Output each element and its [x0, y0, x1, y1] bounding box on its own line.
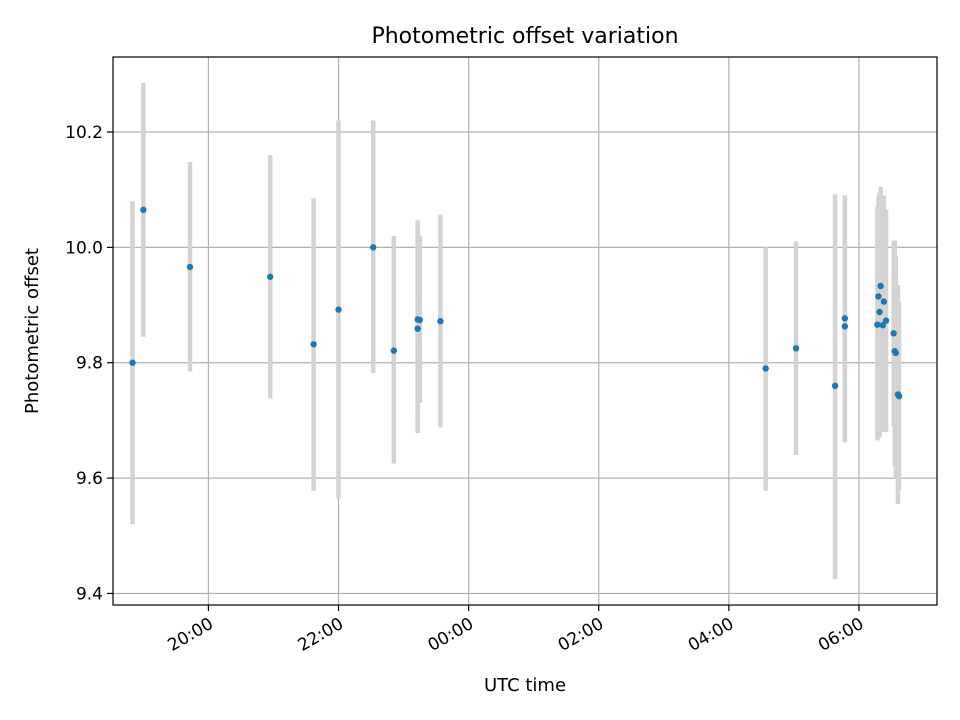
- data-point: [390, 347, 398, 354]
- data-point: [890, 330, 897, 337]
- data-point: [762, 365, 769, 372]
- data-point: [831, 382, 839, 389]
- x-tick-label: 02:00: [555, 614, 607, 656]
- data-point: [267, 273, 274, 280]
- data-point: [880, 298, 888, 305]
- y-axis-label: Photometric offset: [22, 248, 43, 414]
- y-tick-label: 9.6: [76, 469, 103, 489]
- data-point: [841, 315, 849, 322]
- chart-title: Photometric offset variation: [371, 24, 678, 49]
- y-tick-label: 10.0: [65, 238, 103, 258]
- data-point: [882, 317, 890, 324]
- data-point: [879, 322, 886, 329]
- data-point: [310, 341, 317, 348]
- x-tick-label: 22:00: [295, 614, 347, 656]
- y-tick-label: 9.4: [76, 584, 103, 604]
- x-tick-label: 20:00: [164, 614, 216, 656]
- data-point: [437, 317, 444, 325]
- data-point: [841, 323, 849, 330]
- grid: [113, 57, 937, 605]
- data-points: [129, 206, 903, 400]
- data-point: [792, 345, 800, 352]
- data-point: [186, 263, 194, 271]
- data-point: [129, 359, 136, 366]
- data-point: [140, 206, 147, 214]
- x-tick-label: 06:00: [815, 614, 867, 656]
- data-point: [892, 349, 899, 357]
- data-point: [895, 392, 903, 400]
- data-point: [876, 308, 883, 316]
- y-tick-label: 10.2: [65, 123, 103, 143]
- x-axis-ticks: 20:00 22:00 00:00 02:00 04:00 06:00: [164, 605, 867, 656]
- x-tick-label: 04:00: [685, 614, 737, 656]
- error-bars: [130, 82, 902, 580]
- x-tick-label: 00:00: [425, 614, 477, 656]
- data-point: [877, 282, 884, 290]
- data-point: [875, 293, 882, 300]
- data-point: [874, 321, 881, 328]
- data-point: [414, 325, 421, 332]
- data-point: [416, 316, 424, 324]
- data-point: [335, 306, 342, 313]
- data-point: [370, 244, 377, 251]
- x-axis-label: UTC time: [484, 675, 566, 696]
- y-axis-ticks: 9.4 9.6 9.8 10.0 10.2: [65, 123, 113, 604]
- plot-frame: [112, 56, 938, 606]
- y-tick-label: 9.8: [76, 354, 103, 374]
